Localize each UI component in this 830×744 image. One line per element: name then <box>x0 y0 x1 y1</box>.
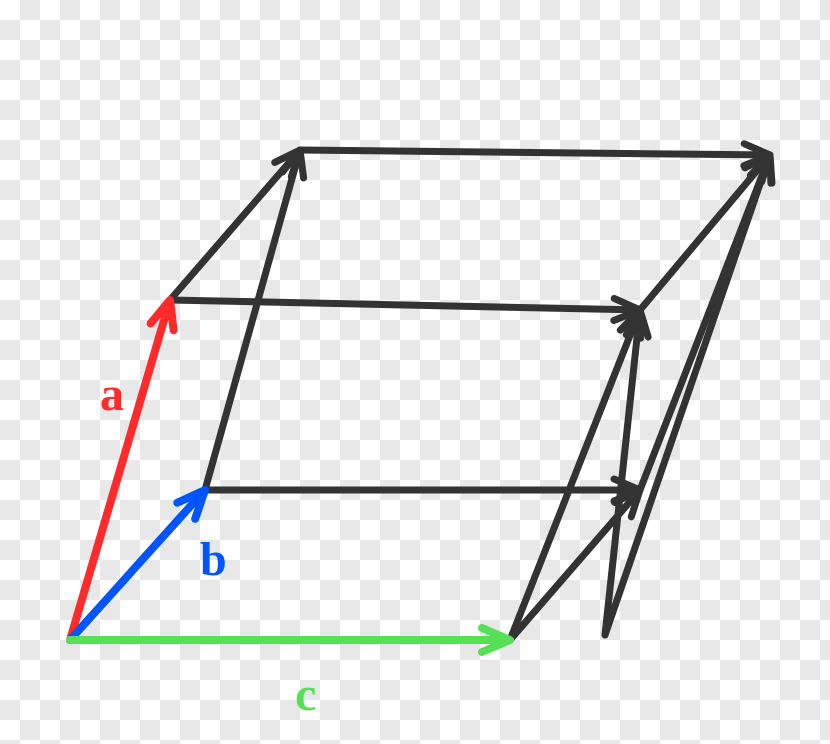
basis-vectors-group <box>70 300 510 652</box>
vector-a <box>70 300 174 640</box>
edge-AB-ABC <box>300 144 770 166</box>
label-a: a <box>100 368 124 421</box>
parallelepiped-diagram: a b c <box>0 0 830 744</box>
black-edges-group <box>170 144 772 640</box>
label-c: c <box>295 668 316 721</box>
edge-BC2-AC <box>605 310 648 635</box>
edge-A-AC <box>170 298 640 320</box>
label-b: b <box>200 533 227 586</box>
vector-c <box>70 628 510 652</box>
